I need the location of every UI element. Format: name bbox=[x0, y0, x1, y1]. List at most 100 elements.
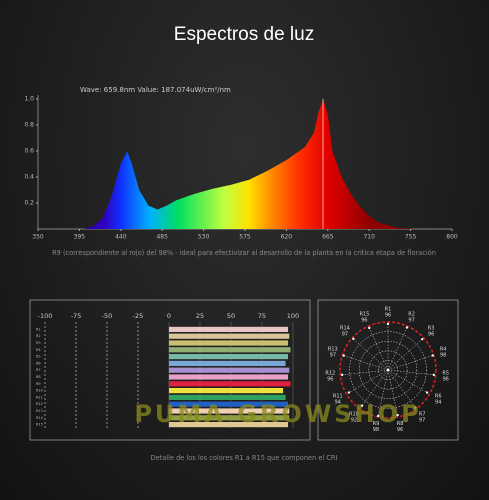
polar-center bbox=[386, 368, 390, 372]
bar bbox=[169, 415, 290, 421]
row-label: R15 bbox=[36, 423, 43, 427]
x-tick-label: 0 bbox=[167, 312, 171, 320]
row-label: R14 bbox=[36, 416, 44, 420]
x-tick-label: 50 bbox=[227, 312, 235, 320]
polar-spoke bbox=[387, 369, 430, 395]
x-tick-label: 620 bbox=[281, 234, 293, 241]
polar-point bbox=[368, 326, 371, 330]
bar bbox=[169, 340, 289, 346]
polar-value: 96 bbox=[361, 318, 367, 324]
x-tick-label: 710 bbox=[363, 234, 375, 241]
polar-spoke bbox=[387, 369, 417, 409]
bar bbox=[169, 422, 289, 428]
y-tick-label: 0.4 bbox=[24, 174, 34, 181]
polar-label: R13 bbox=[328, 347, 338, 353]
x-tick-label: 75 bbox=[258, 312, 266, 320]
row-label: R3 bbox=[36, 341, 41, 345]
x-tick-label: 800 bbox=[446, 234, 458, 241]
polar-label: R6 bbox=[435, 394, 442, 400]
polar-point bbox=[432, 373, 436, 377]
polar-label: R2 bbox=[408, 312, 415, 318]
bar bbox=[169, 333, 290, 339]
polar-point bbox=[431, 354, 434, 357]
caption: Detalle de los los colores R1 a R15 que … bbox=[151, 454, 338, 462]
x-tick-label: -50 bbox=[102, 312, 113, 320]
polar-spoke bbox=[346, 369, 389, 395]
polar-value: 96 bbox=[397, 427, 403, 433]
y-tick-label: 0.2 bbox=[24, 200, 34, 207]
bar bbox=[169, 408, 290, 414]
polar-value: 97 bbox=[330, 353, 336, 359]
polar-label: R3 bbox=[428, 326, 435, 332]
polar-spoke bbox=[387, 326, 408, 371]
x-tick-label: 575 bbox=[239, 234, 251, 241]
x-tick-label: -25 bbox=[133, 312, 144, 320]
row-label: R8 bbox=[36, 375, 41, 379]
x-tick-label: 440 bbox=[115, 234, 127, 241]
polar-label: R5 bbox=[442, 371, 449, 377]
bar bbox=[169, 394, 286, 400]
polar-point bbox=[340, 373, 344, 377]
y-tick-label: 0.8 bbox=[24, 122, 34, 129]
polar-value: 97 bbox=[342, 332, 348, 338]
x-tick-label: -75 bbox=[71, 312, 82, 320]
x-tick-label: -100 bbox=[38, 312, 53, 320]
x-tick-label: 530 bbox=[198, 234, 210, 241]
polar-value: 96 bbox=[385, 313, 391, 319]
polar-spoke bbox=[342, 354, 389, 371]
panel bbox=[317, 299, 459, 441]
row-label: R2 bbox=[36, 334, 41, 338]
x-tick-label: 25 bbox=[196, 312, 204, 320]
polar-label: R15 bbox=[359, 312, 369, 318]
polar-value: 98 bbox=[373, 427, 379, 433]
polar-point bbox=[414, 406, 417, 409]
polar-label: R9 bbox=[373, 421, 380, 427]
polar-grid bbox=[349, 331, 427, 409]
polar-value: 92 bbox=[351, 417, 357, 423]
title: Espectros de luz bbox=[174, 24, 314, 45]
polar-grid bbox=[368, 350, 408, 390]
polar-point bbox=[421, 337, 424, 341]
polar-label: R12 bbox=[325, 371, 335, 377]
polar-spoke bbox=[387, 369, 436, 376]
polar-label: R8 bbox=[397, 421, 404, 427]
polar-spoke bbox=[368, 326, 389, 371]
polar-spoke bbox=[377, 369, 389, 417]
polar-value: 94 bbox=[435, 400, 441, 406]
polar-point bbox=[377, 414, 380, 418]
spectrum-area bbox=[84, 99, 416, 229]
panel bbox=[29, 299, 311, 441]
bar bbox=[169, 401, 289, 407]
x-tick-label: 395 bbox=[74, 234, 86, 241]
polar-spoke bbox=[387, 354, 434, 371]
polar-label: R7 bbox=[419, 411, 426, 417]
x-tick-label: 755 bbox=[405, 234, 417, 241]
polar-point bbox=[425, 391, 429, 394]
polar-value: 96 bbox=[442, 377, 448, 383]
polar-spoke bbox=[387, 369, 399, 417]
polar-point bbox=[396, 413, 399, 417]
row-label: R12 bbox=[36, 402, 43, 406]
x-tick-label: 350 bbox=[32, 234, 44, 241]
y-tick-label: 1.0 bbox=[24, 96, 34, 103]
polar-value: 96 bbox=[428, 332, 434, 338]
polar-grid bbox=[358, 340, 418, 400]
polar-value: 97 bbox=[419, 417, 425, 423]
bar bbox=[169, 347, 291, 353]
bar bbox=[169, 374, 289, 380]
x-tick-label: 485 bbox=[156, 234, 168, 241]
polar-spoke bbox=[387, 337, 424, 371]
polar-spoke bbox=[359, 369, 389, 409]
row-label: R9 bbox=[36, 382, 41, 386]
row-label: R1 bbox=[36, 327, 41, 331]
bar bbox=[169, 388, 284, 394]
polar-point bbox=[342, 354, 345, 357]
x-tick-label: 665 bbox=[322, 234, 334, 241]
polar-spoke bbox=[352, 337, 389, 371]
polar-label: R10 bbox=[349, 411, 359, 417]
polar-point bbox=[352, 337, 355, 341]
polar-outer bbox=[339, 321, 437, 419]
polar-label: R4 bbox=[440, 347, 447, 353]
row-label: R10 bbox=[36, 389, 43, 393]
